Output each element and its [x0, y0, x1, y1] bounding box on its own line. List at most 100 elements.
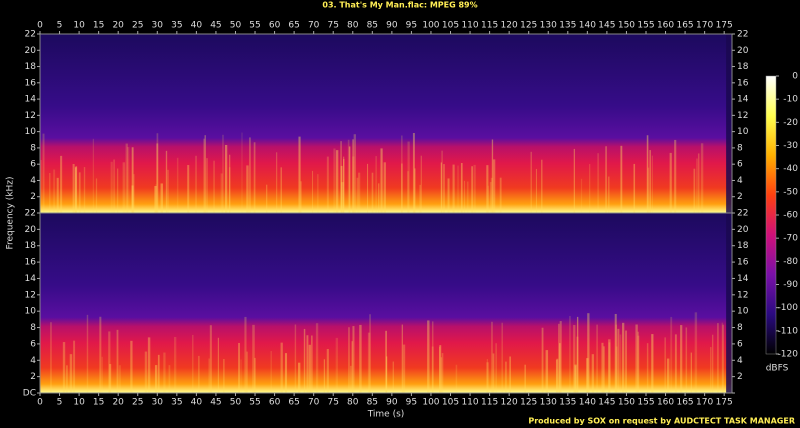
streak — [722, 324, 724, 393]
streak — [620, 145, 623, 213]
streak — [127, 147, 130, 213]
streak — [56, 177, 59, 213]
streak — [367, 163, 369, 213]
streak — [646, 135, 649, 213]
streak — [208, 358, 211, 393]
x-tick-label: 175 — [716, 21, 733, 31]
streak — [99, 316, 102, 393]
streak — [664, 337, 666, 393]
x-tick-label: 80 — [347, 21, 359, 31]
streak — [73, 340, 76, 393]
x-tick-label: 100 — [422, 398, 439, 408]
streak — [574, 364, 577, 393]
x-tick-label: 55 — [249, 21, 260, 31]
streak — [280, 167, 282, 213]
colorbar-tick-label: -100 — [778, 303, 799, 313]
streak — [333, 148, 336, 213]
streak — [343, 158, 345, 213]
streak — [635, 324, 638, 393]
x-tick-label: 175 — [716, 398, 733, 408]
streak — [491, 139, 494, 213]
streak — [717, 323, 719, 393]
colorbar — [765, 75, 777, 355]
y-tick-label: 6 — [30, 160, 36, 170]
y-tick-label: 8 — [30, 323, 36, 333]
streak — [471, 166, 473, 213]
streak — [670, 316, 673, 393]
streak — [431, 346, 434, 393]
x-tick-label: 155 — [637, 21, 654, 31]
streak — [576, 316, 579, 393]
streak — [217, 337, 219, 393]
streak — [414, 168, 416, 213]
x-tick-label: 60 — [269, 398, 281, 408]
y-tick-label: 18 — [737, 241, 749, 251]
y-tick-label: 4 — [737, 356, 743, 366]
streak — [633, 163, 636, 213]
y-axis-label: Frequency (kHz) — [6, 176, 16, 249]
y-tick-label: 14 — [737, 274, 749, 284]
streak — [224, 144, 228, 213]
x-tick-label: 40 — [191, 398, 203, 408]
streak — [155, 184, 157, 213]
chart-title: 03. That's My Man.flac: MPEG 89% — [322, 1, 477, 10]
x-tick-label: 95 — [406, 21, 417, 31]
streak — [62, 342, 66, 393]
streak — [558, 323, 560, 393]
streak — [455, 364, 458, 393]
streak — [131, 147, 134, 213]
colorbar-tick-label: -50 — [783, 187, 798, 197]
y-tick-label: 4 — [737, 176, 743, 186]
streak — [276, 152, 278, 213]
streak — [254, 357, 256, 393]
y-tick-label: DC — [23, 389, 36, 399]
streak — [457, 165, 459, 213]
streak — [113, 159, 115, 213]
streak — [490, 177, 493, 213]
streak — [371, 172, 374, 213]
streak — [246, 165, 249, 213]
streak — [350, 365, 352, 393]
streak — [402, 344, 406, 393]
y-tick-label: 8 — [737, 323, 743, 333]
streak — [133, 174, 135, 213]
x-tick-label: 0 — [37, 21, 43, 31]
y-tick-label: 6 — [737, 339, 743, 349]
streak — [486, 165, 489, 213]
x-tick-label: 75 — [327, 21, 338, 31]
streak — [298, 136, 301, 213]
streak — [597, 153, 600, 213]
streak — [144, 351, 148, 393]
streak — [92, 138, 94, 213]
x-tick-label: 160 — [657, 398, 674, 408]
x-tick-label: 20 — [112, 398, 124, 408]
tail-fade — [726, 34, 732, 213]
streak — [241, 132, 243, 213]
streak — [460, 162, 463, 213]
streak — [412, 132, 415, 213]
x-tick-label: 165 — [676, 21, 693, 31]
y-tick-label: 2 — [737, 372, 743, 382]
streak — [596, 324, 598, 393]
streak — [651, 155, 653, 213]
streak — [367, 332, 371, 393]
streak — [165, 150, 168, 213]
streak — [535, 168, 537, 213]
streak — [622, 322, 625, 393]
colorbar-tick-label: -60 — [783, 211, 798, 221]
streak — [340, 141, 342, 213]
x-tick-label: 5 — [57, 398, 63, 408]
x-tick-label: 115 — [481, 21, 498, 31]
x-tick-label: 170 — [696, 21, 713, 31]
x-tick-label: 165 — [676, 398, 693, 408]
streak — [619, 334, 622, 393]
streak — [222, 134, 224, 213]
x-tick-label: 140 — [579, 21, 596, 31]
panel-frame — [39, 212, 733, 394]
streak — [351, 341, 353, 393]
streak — [556, 358, 559, 393]
streak — [356, 177, 359, 213]
streak — [501, 322, 503, 393]
streak — [154, 365, 158, 393]
